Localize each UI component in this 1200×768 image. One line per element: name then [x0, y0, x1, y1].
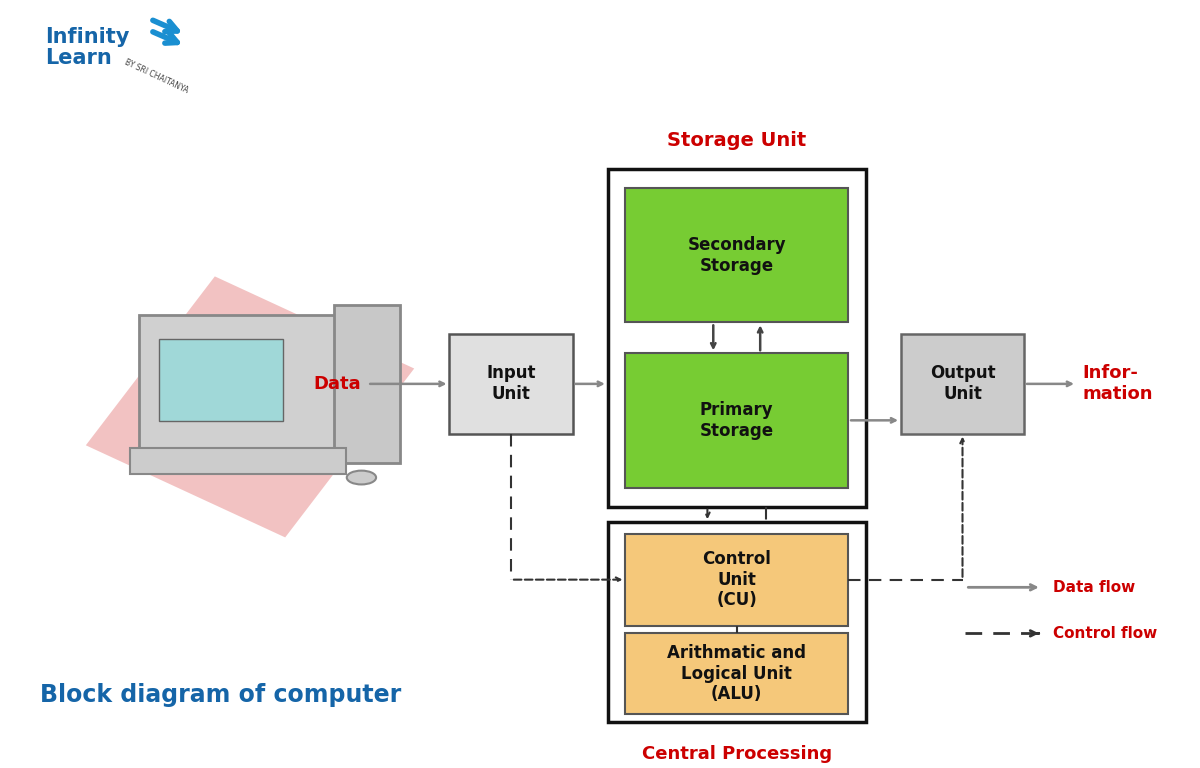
FancyBboxPatch shape — [131, 448, 346, 474]
FancyBboxPatch shape — [607, 169, 865, 507]
Text: Primary
Storage: Primary Storage — [700, 401, 774, 440]
FancyBboxPatch shape — [625, 534, 848, 626]
Text: Secondary
Storage: Secondary Storage — [688, 236, 786, 275]
Text: BY SRI CHAITANYA: BY SRI CHAITANYA — [124, 58, 190, 95]
FancyBboxPatch shape — [158, 339, 283, 421]
FancyBboxPatch shape — [138, 315, 344, 449]
FancyBboxPatch shape — [335, 305, 400, 463]
Text: Control flow: Control flow — [1054, 626, 1158, 641]
Ellipse shape — [347, 471, 376, 485]
FancyBboxPatch shape — [625, 634, 848, 714]
Text: Central Processing: Central Processing — [642, 745, 832, 763]
Polygon shape — [86, 276, 414, 538]
Text: Block diagram of computer: Block diagram of computer — [40, 683, 401, 707]
FancyBboxPatch shape — [449, 334, 572, 434]
Text: Infor-
mation: Infor- mation — [1082, 365, 1153, 403]
Text: Storage Unit: Storage Unit — [667, 131, 806, 150]
FancyBboxPatch shape — [607, 522, 865, 722]
FancyBboxPatch shape — [901, 334, 1024, 434]
FancyBboxPatch shape — [625, 353, 848, 488]
Text: Output
Unit: Output Unit — [930, 365, 995, 403]
Text: Arithmatic and
Logical Unit
(ALU): Arithmatic and Logical Unit (ALU) — [667, 644, 806, 703]
Text: Input
Unit: Input Unit — [486, 365, 535, 403]
Text: Infinity
Learn: Infinity Learn — [44, 27, 130, 68]
Text: Data flow: Data flow — [1054, 580, 1135, 595]
FancyBboxPatch shape — [625, 188, 848, 323]
Text: Data: Data — [314, 375, 361, 393]
Text: Control
Unit
(CU): Control Unit (CU) — [702, 550, 772, 610]
